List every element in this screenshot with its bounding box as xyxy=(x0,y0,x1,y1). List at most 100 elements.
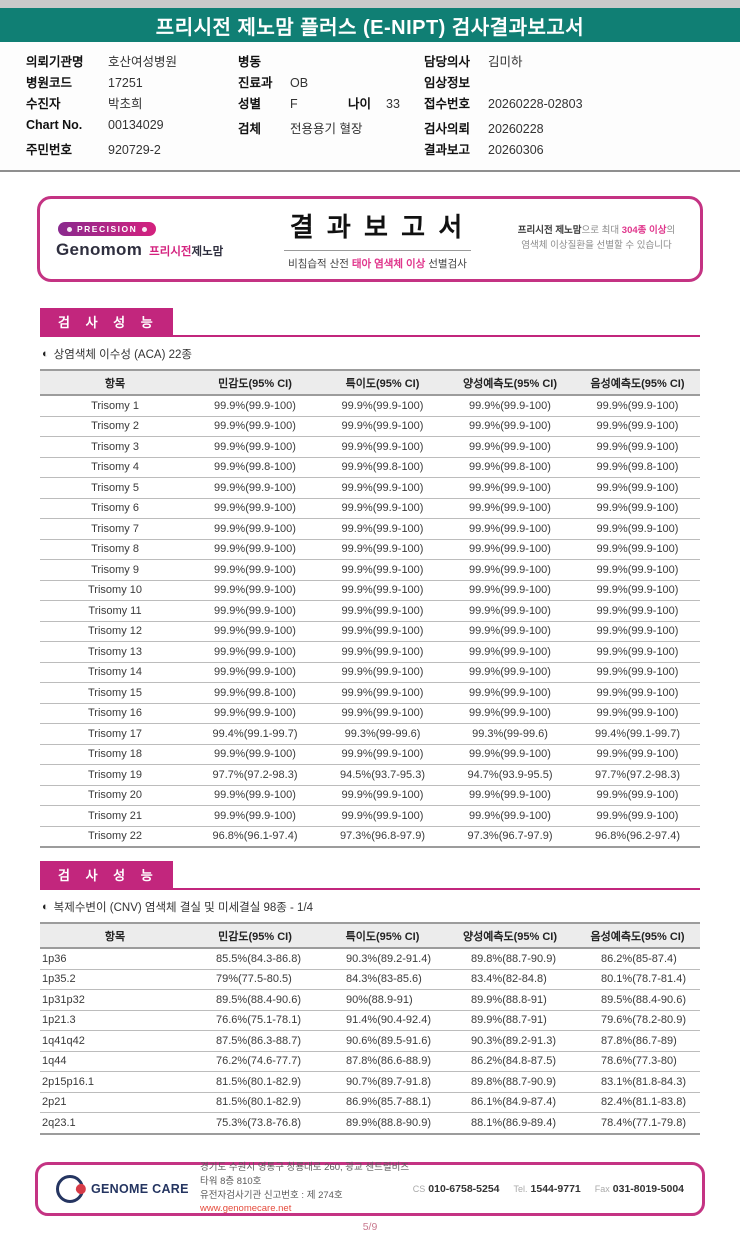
row-value: 99.9%(99.9-100) xyxy=(190,498,320,519)
row-value: 82.4%(81.1-83.8) xyxy=(575,1092,700,1113)
info-value: 전용용기 혈장 xyxy=(290,122,363,136)
row-value: 86.2%(85-87.4) xyxy=(575,948,700,970)
info-row: 결과보고 20260306 xyxy=(424,139,724,160)
info-row: 담당의사 김미하 xyxy=(424,51,724,72)
row-value: 88.1%(86.9-89.4) xyxy=(445,1112,575,1135)
table-row: Trisomy 7 99.9%(99.9-100) 99.9%(99.9-100) 9… xyxy=(40,518,700,540)
table-row: Trisomy 10 99.9%(99.9-100) 99.9%(99.9-100)… xyxy=(40,580,700,601)
info-label: 진료과 xyxy=(238,76,273,90)
row-value: 87.8%(86.7-89) xyxy=(575,1030,700,1052)
info-row: 수진자 박초희 xyxy=(26,93,238,114)
row-value: 99.9%(99.9-100) xyxy=(190,805,320,827)
row-value: 90.6%(89.5-91.6) xyxy=(320,1030,445,1052)
table-row: 1p36 85.5%(84.3-86.8) 90.3%(89.2-91.4) 89.8… xyxy=(40,948,700,970)
row-value: 99.9%(99.9-100) xyxy=(575,785,700,806)
table-row: Trisomy 5 99.9%(99.9-100) 99.9%(99.9-100) 9… xyxy=(40,477,700,499)
info-row: 검체 전용용기 혈장 xyxy=(238,118,424,139)
row-value: 99.9%(99.9-100) xyxy=(445,744,575,765)
column-header: 음성예측도(95% CI) xyxy=(575,922,700,949)
row-value: 99.9%(99.9-100) xyxy=(445,682,575,704)
section-header: 검 사 성 능 xyxy=(40,308,700,337)
cnv-performance-table: 항목 민감도(95% CI) 특이도(95% CI) 양성예측도(95% CI) 음성예… xyxy=(40,922,700,1135)
info-row: Chart No. 00134029 xyxy=(26,118,238,139)
info-label: 임상정보 xyxy=(424,76,471,90)
row-item-name: Trisomy 7 xyxy=(40,518,190,540)
row-value: 81.5%(80.1-82.9) xyxy=(190,1071,320,1093)
table-row: Trisomy 17 99.4%(99.1-99.7) 99.3%(99-99.6)… xyxy=(40,723,700,745)
row-item-name: 1q44 xyxy=(40,1051,190,1072)
row-item-name: Trisomy 15 xyxy=(40,682,190,704)
info-row: 주민번호 920729-2 xyxy=(26,139,238,160)
row-value: 79.6%(78.2-80.9) xyxy=(575,1010,700,1031)
badge-dot-icon xyxy=(67,226,72,232)
row-value: 90.3%(89.2-91.3) xyxy=(445,1030,575,1052)
precision-badge: PRECISION xyxy=(58,222,157,236)
report-note: 프리시전 제노맘으로 최대 304종 이상의 염색체 이상질환을 선별할 수 있… xyxy=(517,225,676,251)
info-row: 병동 xyxy=(238,51,424,72)
row-value: 99.9%(99.9-100) xyxy=(575,477,700,499)
badge-dot-icon xyxy=(142,226,148,232)
row-value: 97.3%(96.8-97.9) xyxy=(320,826,445,848)
row-value: 99.9%(99.9-100) xyxy=(190,518,320,540)
aca-performance-table: 항목 민감도(95% CI) 특이도(95% CI) 양성예측도(95% CI) 음성예… xyxy=(40,369,700,848)
row-value: 99.9%(99.9-100) xyxy=(575,559,700,581)
column-header: 항목 xyxy=(40,922,190,949)
table-row: 1p31p32 89.5%(88.4-90.6) 90%(88.9-91) 89.9%… xyxy=(40,989,700,1011)
section-header-badge: 검 사 성 능 xyxy=(40,308,173,335)
table-row: Trisomy 22 96.8%(96.1-97.4) 97.3%(96.8-97.… xyxy=(40,826,700,848)
row-value: 90.7%(89.7-91.8) xyxy=(320,1071,445,1093)
row-value: 99.9%(99.9-100) xyxy=(445,600,575,622)
row-item-name: Trisomy 5 xyxy=(40,477,190,499)
info-label: 접수번호 xyxy=(424,97,471,111)
row-value: 99.9%(99.9-100) xyxy=(575,498,700,519)
info-label: 검사의뢰 xyxy=(424,122,471,136)
report-heading: 결 과 보 고 서 xyxy=(283,207,472,251)
brand-block: PRECISION Genomom 프리시전제노맘 xyxy=(56,219,246,260)
row-value: 99.9%(99.9-100) xyxy=(575,518,700,540)
row-value: 99.9%(99.9-100) xyxy=(320,477,445,499)
row-value: 96.8%(96.2-97.4) xyxy=(575,826,700,848)
info-value: 920729-2 xyxy=(108,143,161,157)
row-value: 99.9%(99.9-100) xyxy=(575,436,700,458)
row-value: 78.4%(77.1-79.8) xyxy=(575,1112,700,1135)
website-link[interactable]: www.genomecare.net xyxy=(200,1203,292,1215)
table-row: Trisomy 15 99.9%(99.8-100) 99.9%(99.9-100)… xyxy=(40,682,700,704)
row-value: 91.4%(90.4-92.4) xyxy=(320,1010,445,1031)
row-value: 94.5%(93.7-95.3) xyxy=(320,764,445,786)
row-value: 87.8%(86.6-88.9) xyxy=(320,1051,445,1072)
row-value: 99.9%(99.9-100) xyxy=(575,600,700,622)
row-value: 99.9%(99.9-100) xyxy=(445,662,575,683)
footer-contacts: CS 010-6758-5254 Tel. 1544-9771 Fax 031-801… xyxy=(413,1183,684,1195)
row-value: 89.8%(88.7-90.9) xyxy=(445,1071,575,1093)
genomecare-logo: GENOME CARE xyxy=(56,1174,194,1203)
table-row: Trisomy 9 99.9%(99.9-100) 99.9%(99.9-100) 9… xyxy=(40,559,700,581)
report-subheading: 비침습적 산전 태아 염색체 이상 선별검사 xyxy=(288,258,467,270)
row-value: 99.9%(99.9-100) xyxy=(190,744,320,765)
section-subtitle: 복제수변이 (CNV) 염색체 결실 및 미세결실 98종 - 1/4 xyxy=(53,902,314,914)
row-value: 99.9%(99.9-100) xyxy=(445,559,575,581)
row-value: 90%(88.9-91) xyxy=(320,989,445,1011)
row-value: 97.3%(96.7-97.9) xyxy=(445,826,575,848)
info-value: 33 xyxy=(386,97,400,111)
brand-wordmark: Genomom xyxy=(56,239,143,259)
row-value: 99.9%(99.9-100) xyxy=(190,539,320,560)
table-row: Trisomy 21 99.9%(99.9-100) 99.9%(99.9-100)… xyxy=(40,805,700,827)
column-header: 항목 xyxy=(40,369,190,396)
info-row: 임상정보 xyxy=(424,72,724,93)
table-row: 1p21.3 76.6%(75.1-78.1) 91.4%(90.4-92.4) 89… xyxy=(40,1010,700,1031)
row-value: 96.8%(96.1-97.4) xyxy=(190,826,320,848)
row-value: 99.9%(99.9-100) xyxy=(190,641,320,663)
row-value: 99.9%(99.9-100) xyxy=(575,621,700,642)
section-test-performance-aca: 검 사 성 능 ◐ 상염색체 이수성 (ACA) 22종 항목 민감도(95% C… xyxy=(40,308,700,848)
row-value: 99.9%(99.8-100) xyxy=(190,457,320,478)
row-item-name: Trisomy 14 xyxy=(40,662,190,683)
info-value: 20260306 xyxy=(488,143,544,157)
row-value: 99.9%(99.9-100) xyxy=(320,559,445,581)
table-row: Trisomy 14 99.9%(99.9-100) 99.9%(99.9-100)… xyxy=(40,662,700,683)
column-header: 특이도(95% CI) xyxy=(320,369,445,396)
row-value: 99.9%(99.9-100) xyxy=(445,621,575,642)
row-value: 79%(77.5-80.5) xyxy=(190,969,320,990)
info-row: 검사의뢰 20260228 xyxy=(424,118,724,139)
table-row: Trisomy 2 99.9%(99.9-100) 99.9%(99.9-100) 9… xyxy=(40,416,700,437)
address-line2: 유전자검사기관 신고번호 : 제 274호 xyxy=(200,1189,343,1201)
